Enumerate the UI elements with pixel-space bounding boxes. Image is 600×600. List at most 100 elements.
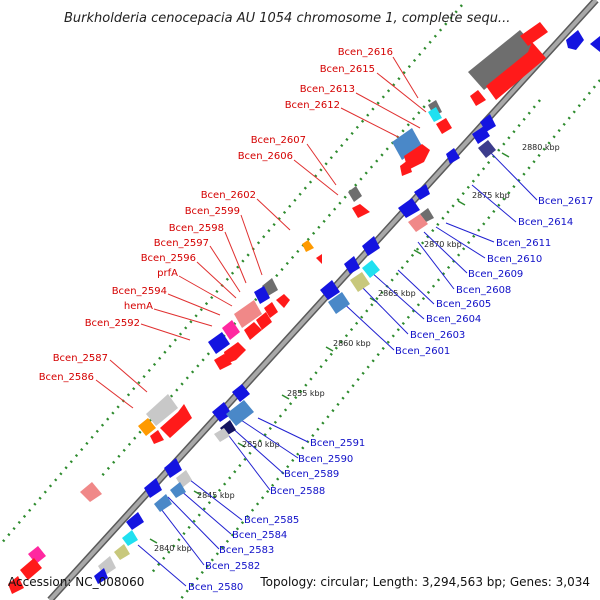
gene-label: Bcen_2590: [298, 454, 353, 465]
gene-label: Bcen_2589: [284, 469, 339, 480]
gene-label: Bcen_2596: [141, 253, 196, 264]
gene-label: Bcen_2604: [426, 314, 481, 325]
tick-label: 2870 kbp: [424, 240, 462, 249]
gene-feature: [316, 254, 322, 264]
gene-feature: [224, 342, 246, 364]
gene-feature: [146, 394, 178, 426]
gene-feature: [362, 236, 380, 256]
gene-feature: [328, 292, 350, 314]
gene-label: Bcen_2601: [395, 346, 450, 357]
accession-text: Accession: NC_008060: [8, 575, 144, 589]
gene-label: Bcen_2611: [496, 238, 551, 249]
gene-label: Bcen_2592: [85, 318, 140, 329]
tick-label: 2855 kbp: [287, 389, 325, 398]
gene-feature: [150, 430, 164, 444]
gene-feature: [590, 36, 600, 52]
gene-label: Bcen_2602: [201, 190, 256, 201]
gene-feature: [208, 332, 230, 354]
map-title: Burkholderia cenocepacia AU 1054 chromos…: [64, 11, 510, 26]
gene-feature: [436, 118, 452, 134]
gene-label: Bcen_2609: [468, 269, 523, 280]
gene-feature: [212, 402, 232, 422]
gene-label: hemA: [124, 301, 153, 312]
gene-feature: [414, 184, 430, 200]
gene-feature: [254, 286, 270, 304]
left-gene-labels: Bcen_2616 Bcen_2615 Bcen_2613 Bcen_2612 …: [39, 47, 393, 383]
gene-feature: [226, 400, 254, 426]
tick-labels: 2840 kbp 2845 kbp 2850 kbp 2855 kbp 2860…: [154, 143, 560, 553]
right-gene-labels: Bcen_2617 Bcen_2614 Bcen_2611 Bcen_2610 …: [188, 196, 593, 593]
right-leader-lines: [137, 151, 538, 587]
gene-feature: [428, 107, 442, 122]
gene-label: prfA: [157, 268, 178, 279]
gene-feature: [114, 544, 130, 560]
gene-feature: [170, 482, 186, 498]
gene-label: Bcen_2616: [338, 47, 393, 58]
left-leader-lines: [95, 56, 427, 409]
gene-feature: [468, 30, 536, 90]
gene-feature: [264, 302, 278, 318]
outer-left-dotted-track: [0, 4, 463, 546]
forward-strand-genes: [8, 22, 548, 594]
gene-feature: [126, 512, 144, 530]
tick-label: 2875 kbp: [472, 191, 510, 200]
gene-label: Bcen_2588: [270, 486, 325, 497]
gene-label: Bcen_2584: [232, 530, 287, 541]
gene-label: Bcen_2617: [538, 196, 593, 207]
gene-feature: [404, 144, 430, 170]
gene-feature: [302, 240, 314, 252]
gene-label: Bcen_2613: [300, 84, 355, 95]
topology-text: Topology: circular; Length: 3,294,563 bp…: [259, 575, 590, 589]
gene-feature: [362, 260, 380, 278]
gene-label: Bcen_2598: [169, 223, 224, 234]
gene-feature: [566, 30, 584, 50]
gene-feature: [350, 272, 370, 292]
gene-feature: [400, 160, 412, 176]
gene-feature: [276, 294, 290, 308]
gene-feature: [398, 198, 420, 218]
gene-feature: [154, 494, 172, 512]
gene-feature: [446, 148, 460, 164]
chromosome-backbone: [47, 0, 599, 600]
gene-feature: [348, 186, 362, 202]
gene-label: Bcen_2582: [205, 561, 260, 572]
gene-feature: [320, 280, 340, 300]
gene-feature: [232, 384, 250, 402]
gene-feature: [408, 214, 428, 232]
gene-feature: [160, 404, 192, 438]
gene-feature: [352, 204, 370, 218]
gene-label: Bcen_2580: [188, 582, 243, 593]
gene-label: Bcen_2612: [285, 100, 340, 111]
gene-feature: [520, 22, 548, 46]
tick-label: 2840 kbp: [154, 544, 192, 553]
gene-label: Bcen_2607: [251, 135, 306, 146]
tick-label: 2880 kbp: [522, 143, 560, 152]
gene-feature: [94, 568, 108, 584]
inner-right-dotted-track: [149, 99, 541, 576]
tick-label: 2860 kbp: [333, 339, 371, 348]
gene-label: Bcen_2599: [185, 206, 240, 217]
gene-label: Bcen_2587: [53, 353, 108, 364]
tick-label: 2865 kbp: [378, 289, 416, 298]
dotted-tracks: [0, 4, 600, 600]
tick-label: 2850 kbp: [242, 440, 280, 449]
tick-label: 2845 kbp: [197, 491, 235, 500]
gene-feature: [144, 478, 162, 498]
gene-label: Bcen_2586: [39, 372, 94, 383]
gene-feature: [234, 300, 262, 328]
gene-feature: [344, 256, 360, 274]
gene-feature: [80, 482, 102, 502]
gene-label: Bcen_2585: [244, 515, 299, 526]
gene-label: Bcen_2597: [154, 238, 209, 249]
gene-feature: [8, 576, 24, 594]
gene-feature: [478, 140, 496, 158]
gene-feature: [20, 558, 42, 580]
gene-feature: [470, 90, 486, 106]
gene-label: Bcen_2608: [456, 285, 511, 296]
gene-feature: [256, 312, 272, 330]
gene-feature: [222, 320, 240, 340]
gene-feature: [472, 126, 490, 144]
gene-feature: [392, 128, 422, 160]
gene-feature: [122, 530, 138, 546]
